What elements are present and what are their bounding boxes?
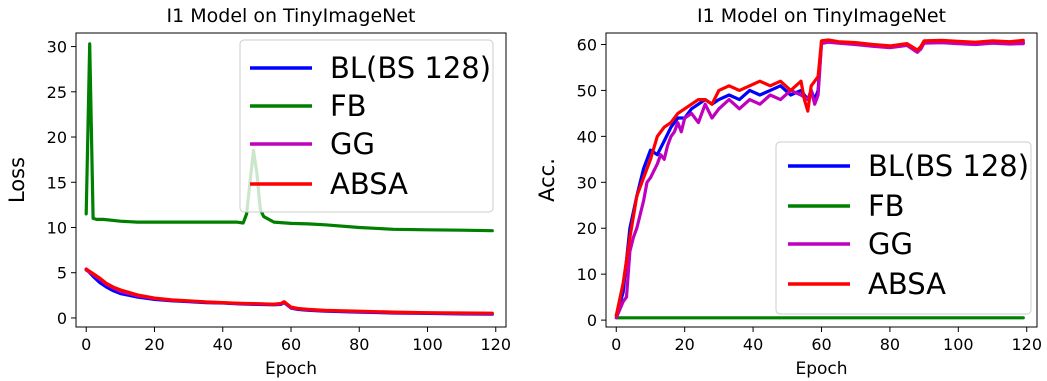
loss-legend-label-gg: GG: [330, 127, 375, 161]
loss-y-tick-label: 20: [47, 128, 67, 147]
accuracy-y-tick-label: 50: [577, 81, 597, 100]
accuracy-chart-legend: BL(BS 128) FB GG ABSA: [775, 141, 1032, 315]
accuracy-chart-series: [614, 38, 1025, 320]
loss-y-tick-label: 30: [47, 38, 67, 57]
accuracy-legend-label-fb: FB: [868, 189, 905, 223]
accuracy-x-tick-label: 60: [811, 335, 831, 354]
loss-x-tick-label: 60: [281, 335, 301, 354]
loss-x-tick-label: 80: [349, 335, 369, 354]
accuracy-chart-panel: I1 Model on TinyImageNet Epoch Acc. 0 20 4…: [535, 5, 1042, 379]
loss-series-absa: [84, 267, 494, 315]
loss-x-tick-label: 20: [144, 335, 164, 354]
accuracy-chart-xlabel: Epoch: [795, 359, 847, 379]
loss-y-tick-label: 25: [47, 83, 67, 102]
loss-chart-xlabel: Epoch: [265, 359, 317, 379]
loss-legend-box: [239, 39, 494, 213]
accuracy-x-tick-label: 20: [674, 335, 694, 354]
accuracy-y-tick-label: 40: [577, 127, 597, 146]
accuracy-chart-title: I1 Model on TinyImageNet: [697, 5, 946, 27]
accuracy-y-tick-label: 20: [577, 219, 597, 238]
loss-y-tick-label: 10: [47, 218, 67, 237]
accuracy-chart-ticks: 0 20 40 60 80 100 120 0 10 20 30 40 50 60: [577, 35, 1042, 354]
loss-x-tick-label: 100: [412, 335, 443, 354]
accuracy-y-tick-label: 0: [587, 311, 597, 330]
accuracy-x-tick-label: 40: [743, 335, 763, 354]
loss-legend-label-bl-bs-128: BL(BS 128): [330, 51, 491, 85]
loss-chart-title: I1 Model on TinyImageNet: [167, 5, 416, 27]
loss-x-tick-label: 120: [480, 335, 511, 354]
loss-chart-ticks: 0 20 40 60 80 100 120 0 5 10 15 20 25 30: [47, 38, 511, 354]
accuracy-x-tick-label: 120: [1011, 335, 1042, 354]
loss-y-tick-label: 15: [47, 173, 67, 192]
accuracy-series-absa: [614, 38, 1025, 318]
loss-chart-ylabel: Loss: [5, 157, 29, 203]
accuracy-y-tick-label: 10: [577, 265, 597, 284]
accuracy-legend-box: [775, 141, 1032, 315]
accuracy-legend-label-gg: GG: [868, 227, 913, 261]
loss-x-tick-label: 0: [81, 335, 91, 354]
loss-legend-label-fb: FB: [330, 89, 367, 123]
loss-chart-frame: [75, 32, 507, 328]
loss-x-tick-label: 40: [213, 335, 233, 354]
accuracy-y-tick-label: 60: [577, 35, 597, 54]
accuracy-x-tick-label: 0: [611, 335, 621, 354]
accuracy-x-tick-label: 100: [943, 335, 974, 354]
accuracy-legend-label-bl-bs-128: BL(BS 128): [868, 149, 1029, 183]
loss-legend-label-absa: ABSA: [330, 167, 408, 201]
accuracy-x-tick-label: 80: [880, 335, 900, 354]
loss-chart-legend: BL(BS 128) FB GG ABSA: [239, 39, 494, 213]
accuracy-chart-frame: [605, 32, 1038, 328]
loss-chart-panel: I1 Model on TinyImageNet Epoch Loss 0 20 4…: [5, 5, 511, 379]
accuracy-series-gg: [614, 40, 1025, 320]
accuracy-y-tick-label: 30: [577, 173, 597, 192]
loss-y-tick-label: 5: [57, 264, 67, 283]
loss-y-tick-label: 0: [57, 309, 67, 328]
accuracy-chart-ylabel: Acc.: [535, 158, 559, 202]
accuracy-legend-label-absa: ABSA: [868, 267, 946, 301]
